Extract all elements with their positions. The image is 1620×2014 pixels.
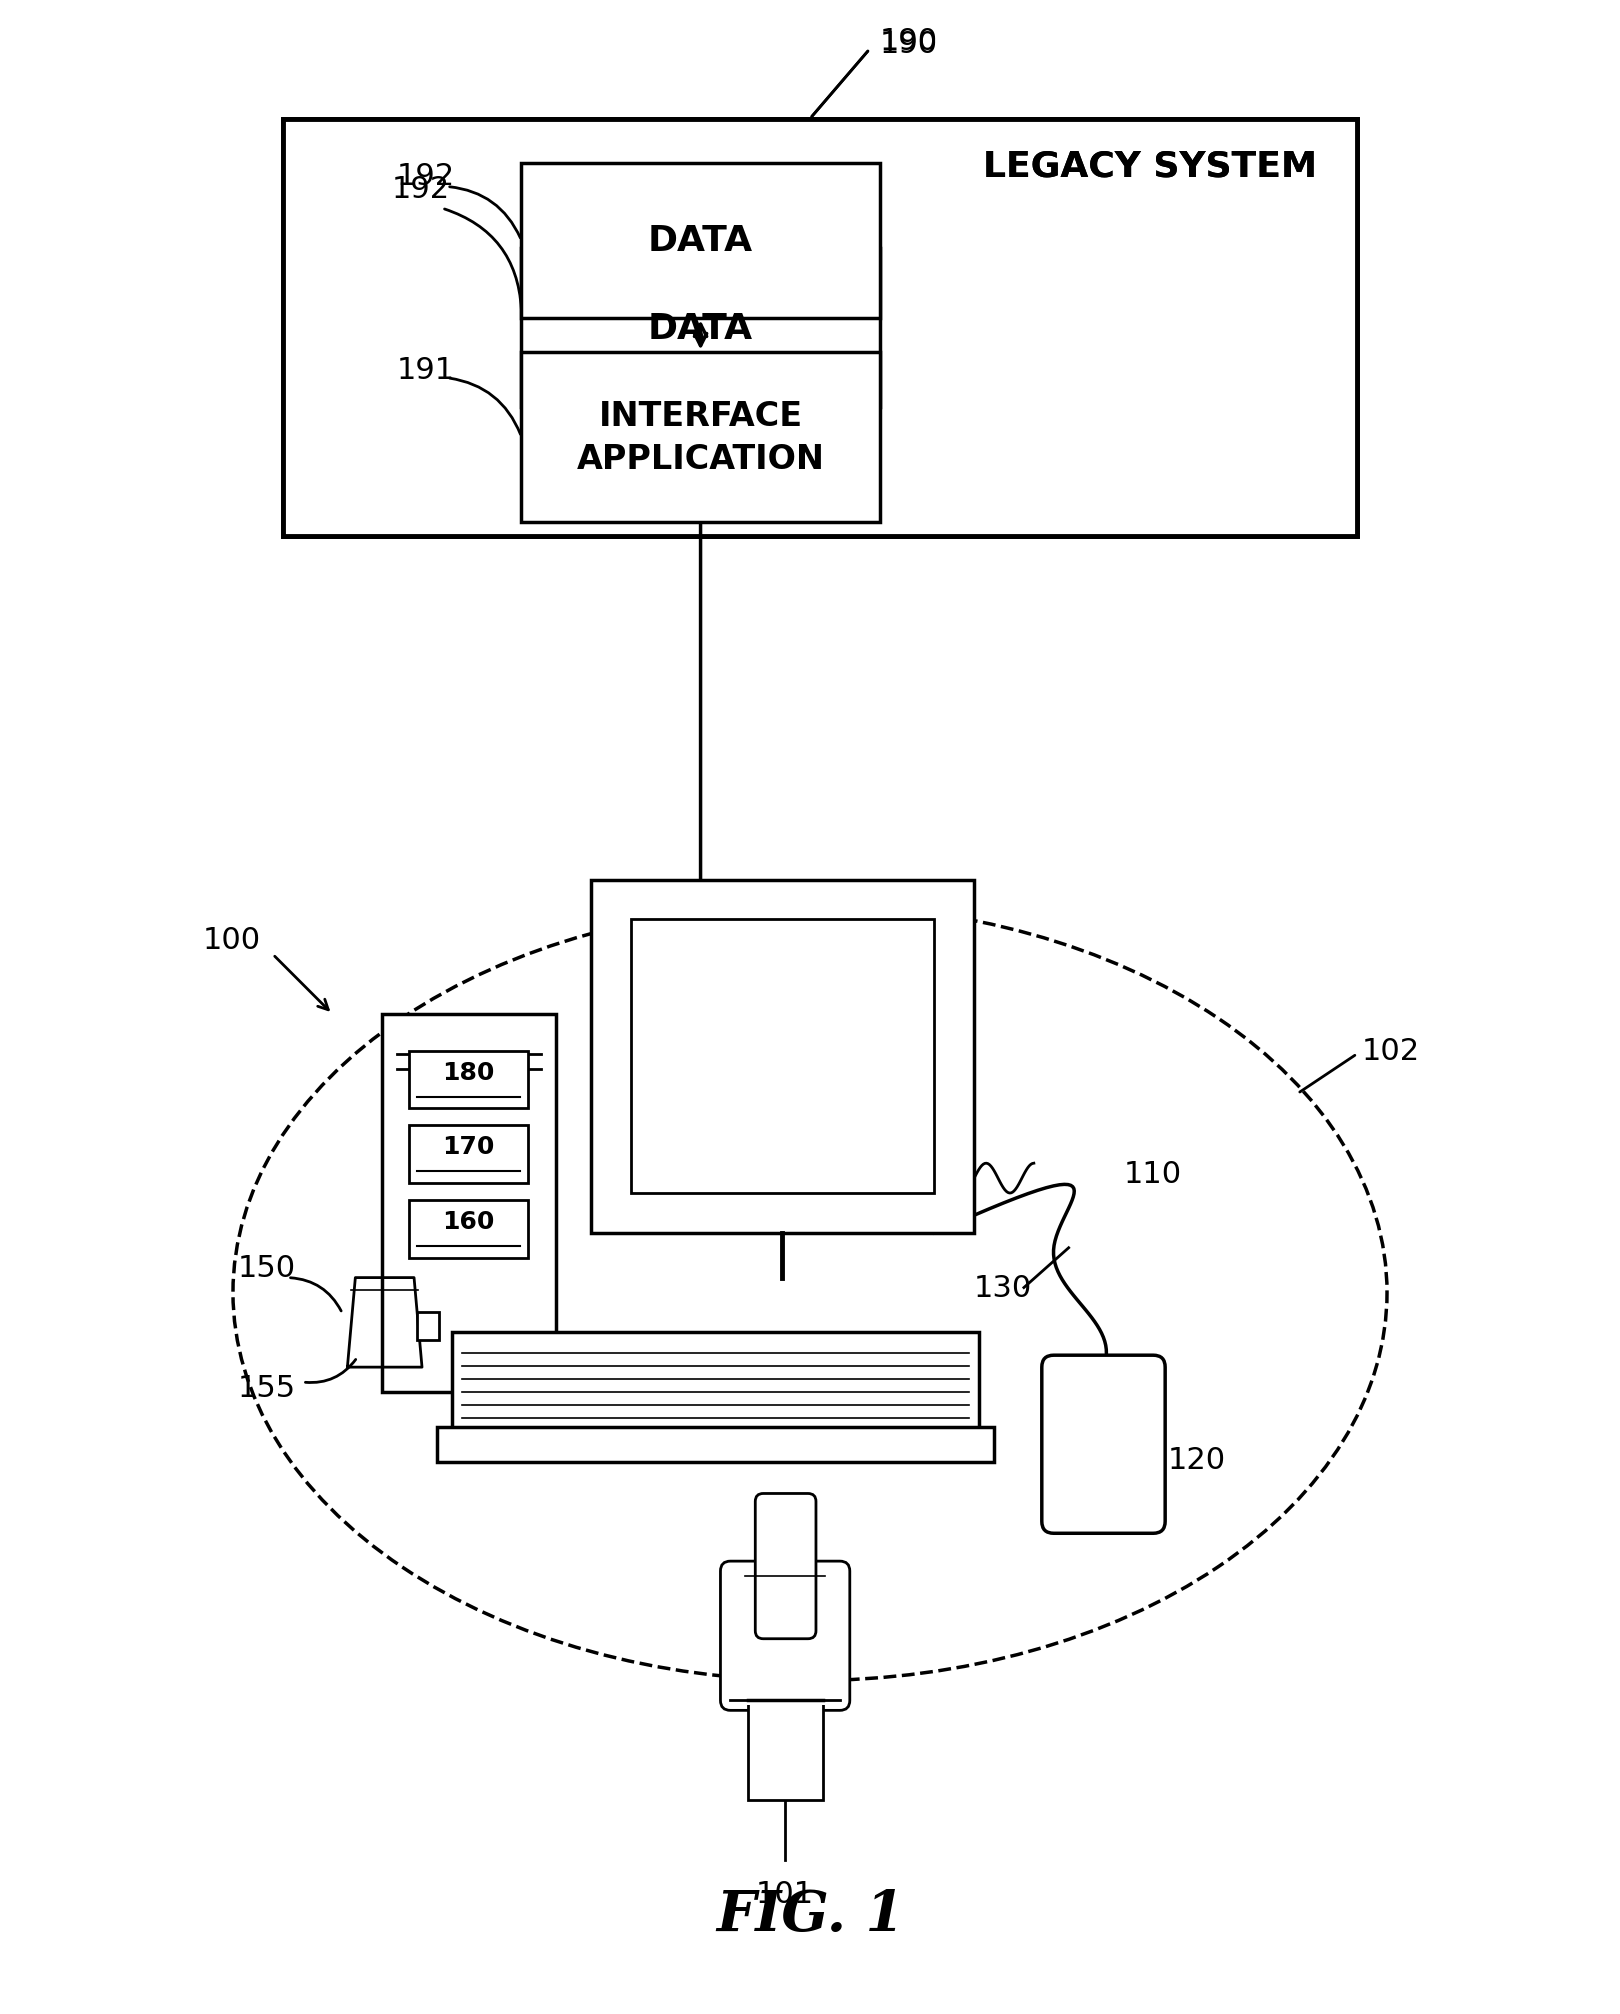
FancyBboxPatch shape xyxy=(1042,1355,1165,1533)
Text: 101: 101 xyxy=(757,1879,815,1909)
Text: 120: 120 xyxy=(1168,1446,1226,1474)
Text: LEGACY SYSTEM: LEGACY SYSTEM xyxy=(983,149,1317,183)
FancyBboxPatch shape xyxy=(591,880,974,1233)
Text: INTERFACE
APPLICATION: INTERFACE APPLICATION xyxy=(577,399,825,475)
FancyBboxPatch shape xyxy=(748,1700,823,1801)
FancyBboxPatch shape xyxy=(410,1200,528,1259)
Text: 190: 190 xyxy=(880,30,938,60)
FancyBboxPatch shape xyxy=(721,1561,850,1710)
FancyBboxPatch shape xyxy=(630,920,935,1194)
Text: 192: 192 xyxy=(392,175,450,203)
Text: 102: 102 xyxy=(1362,1037,1421,1065)
FancyBboxPatch shape xyxy=(410,1051,528,1110)
FancyBboxPatch shape xyxy=(761,1561,810,1591)
Text: 155: 155 xyxy=(238,1374,296,1402)
Text: 191: 191 xyxy=(397,356,455,385)
FancyBboxPatch shape xyxy=(410,1126,528,1184)
FancyBboxPatch shape xyxy=(382,1015,556,1392)
FancyBboxPatch shape xyxy=(522,352,880,522)
Text: 100: 100 xyxy=(202,924,261,955)
Text: 180: 180 xyxy=(442,1059,496,1084)
Text: LEGACY SYSTEM: LEGACY SYSTEM xyxy=(983,149,1317,183)
Text: 160: 160 xyxy=(442,1208,496,1233)
Text: DATA: DATA xyxy=(648,312,753,344)
Text: 130: 130 xyxy=(974,1273,1032,1303)
Text: 190: 190 xyxy=(880,28,938,56)
Text: 150: 150 xyxy=(238,1253,296,1283)
FancyBboxPatch shape xyxy=(416,1313,439,1341)
Text: FIG. 1: FIG. 1 xyxy=(716,1887,904,1941)
FancyBboxPatch shape xyxy=(522,165,880,318)
FancyBboxPatch shape xyxy=(437,1428,995,1462)
Text: DATA: DATA xyxy=(648,224,753,258)
FancyBboxPatch shape xyxy=(452,1333,978,1432)
Text: 192: 192 xyxy=(397,161,455,191)
Text: 170: 170 xyxy=(442,1134,496,1158)
FancyBboxPatch shape xyxy=(284,119,1358,538)
FancyBboxPatch shape xyxy=(522,250,880,409)
FancyBboxPatch shape xyxy=(747,1686,825,1706)
FancyBboxPatch shape xyxy=(284,119,1358,538)
Text: 110: 110 xyxy=(1123,1160,1181,1188)
FancyBboxPatch shape xyxy=(755,1494,816,1639)
